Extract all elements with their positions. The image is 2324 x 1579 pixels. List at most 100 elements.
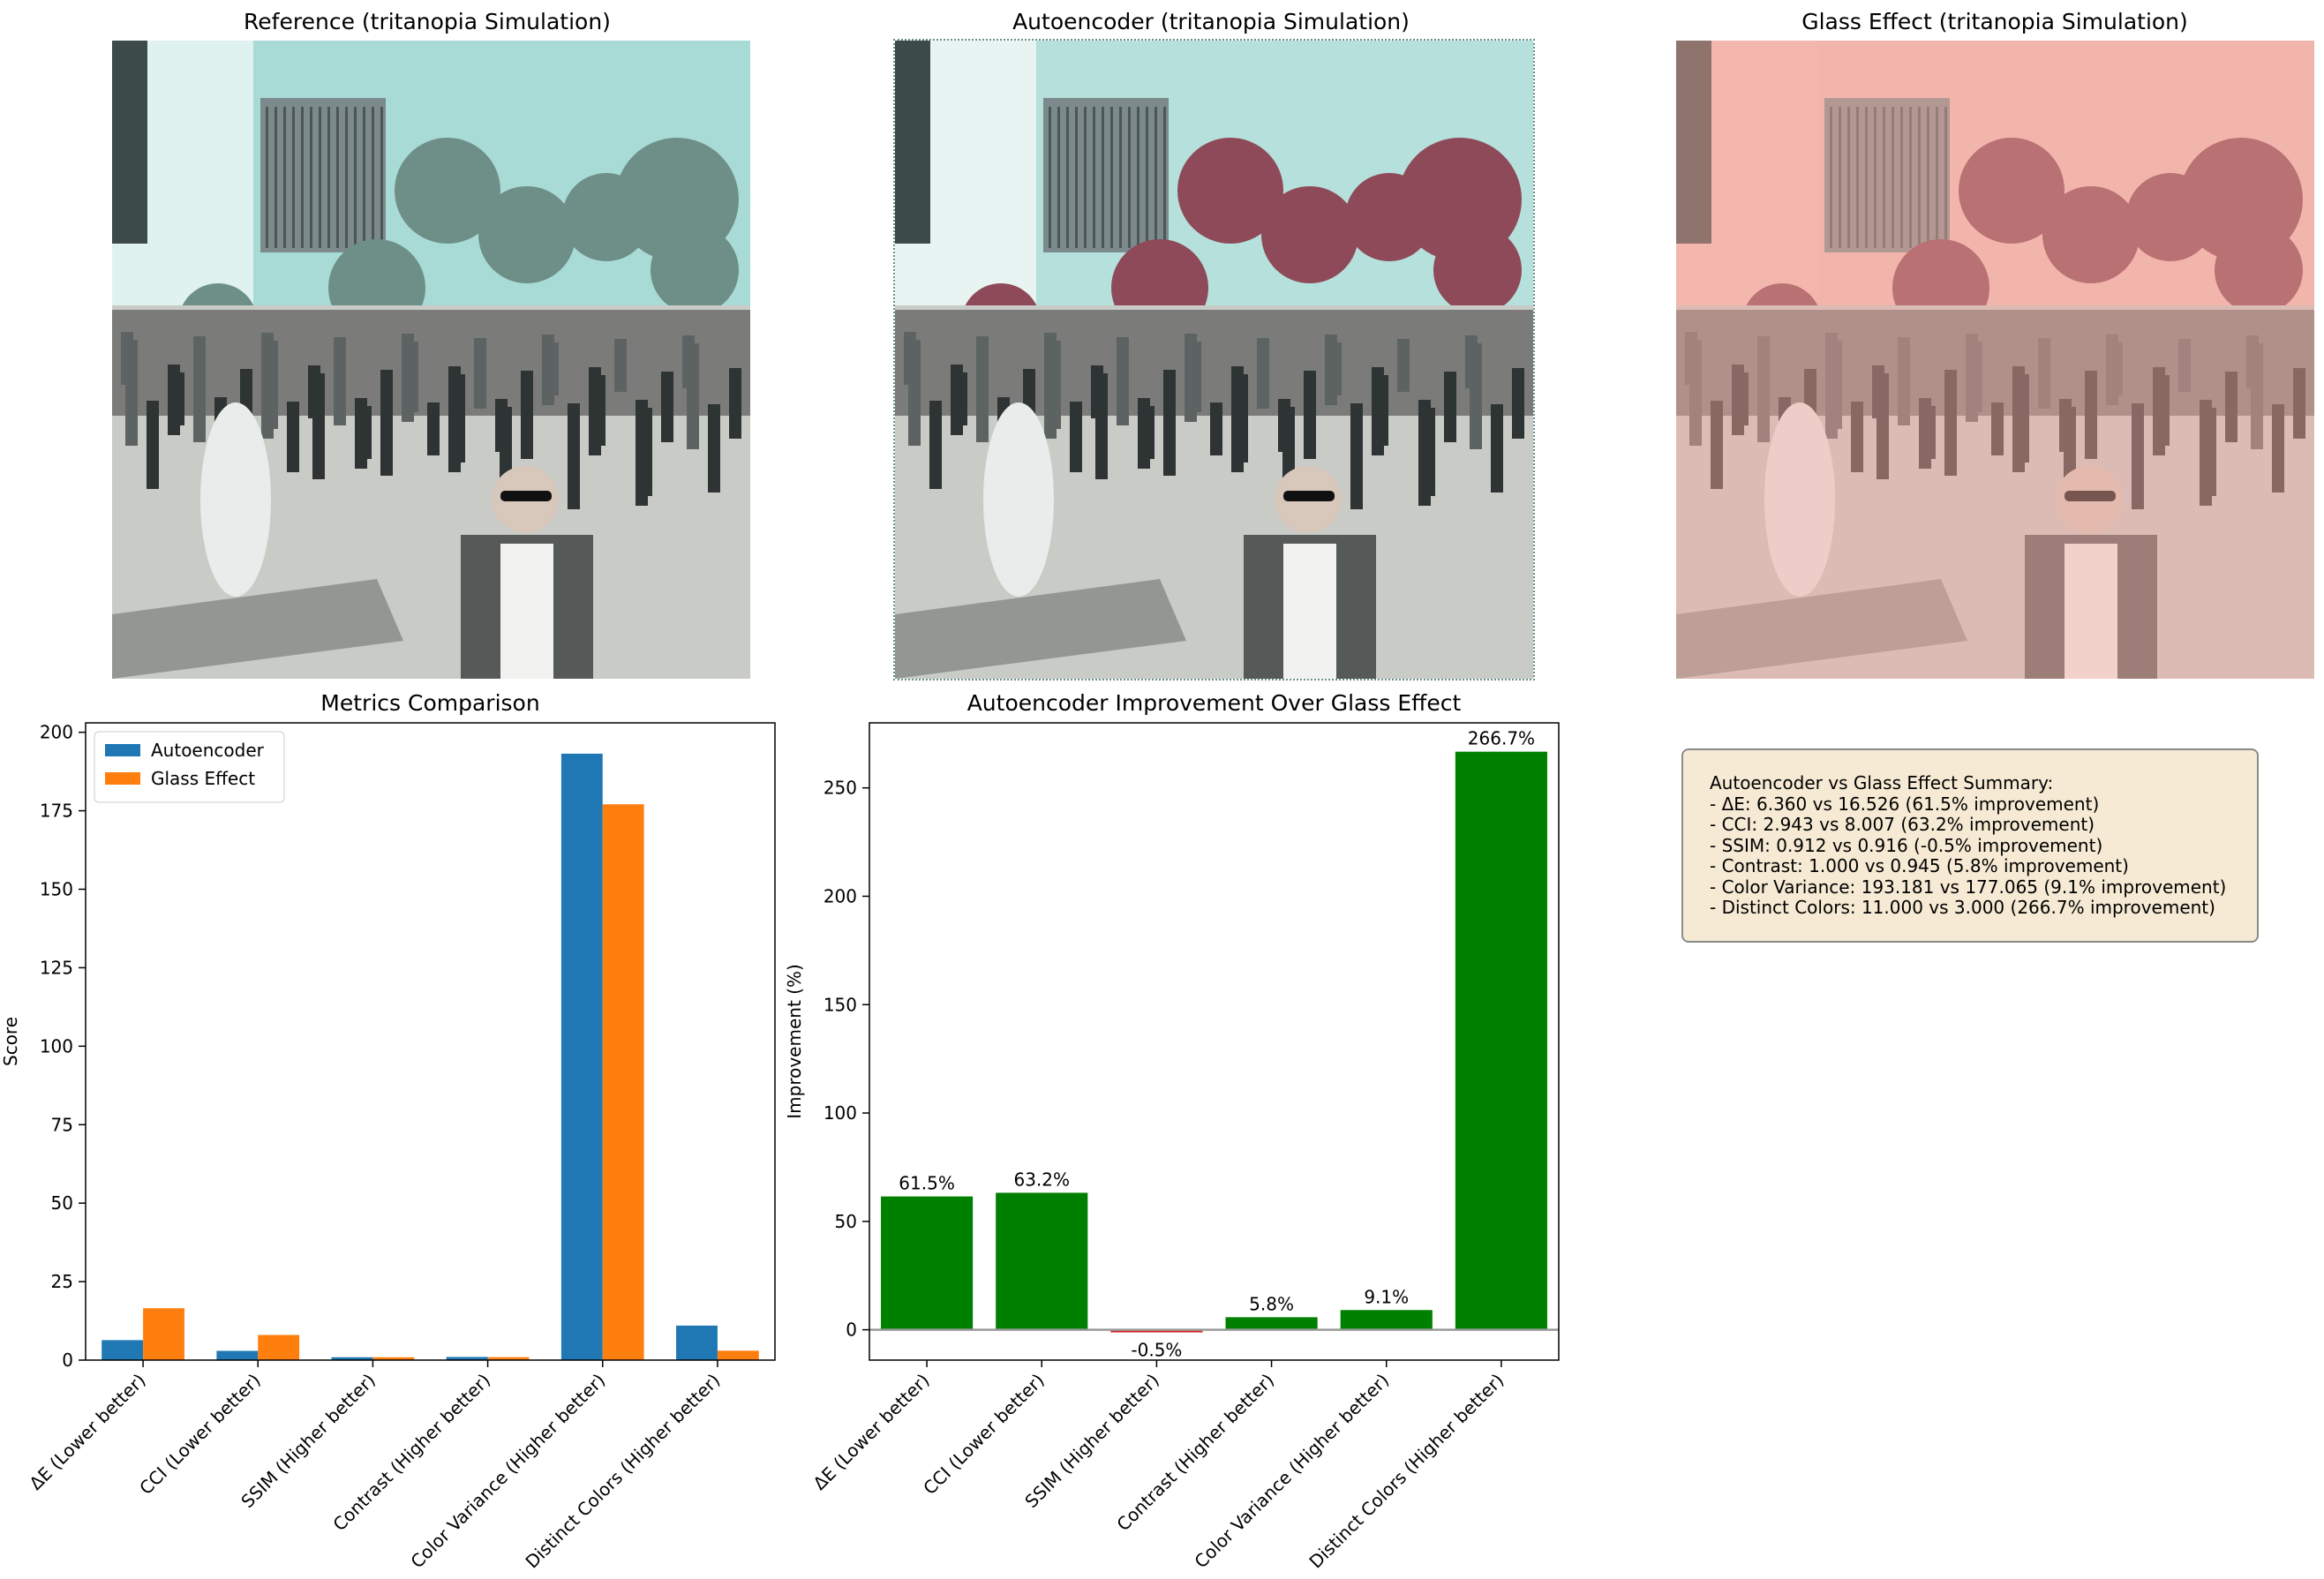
chart1-bar-glass-effect — [372, 1357, 415, 1360]
autoencoder-image — [893, 39, 1535, 680]
building-window-column — [275, 107, 277, 248]
building-window-column — [380, 107, 383, 248]
tree — [1433, 226, 1522, 314]
sunglasses — [1283, 491, 1335, 501]
person — [976, 336, 989, 442]
person — [1689, 340, 1702, 446]
person — [1970, 342, 1982, 412]
chart1-bar-glass-effect — [717, 1350, 759, 1360]
chart2-data-label: 5.8% — [1249, 1293, 1294, 1314]
building-window-column — [1146, 107, 1148, 248]
chart1-bar-glass-effect — [143, 1308, 184, 1360]
person — [1163, 370, 1176, 476]
person — [2085, 371, 2097, 459]
shadow — [895, 579, 1186, 679]
chart1-bar-autoencoder — [560, 753, 603, 1360]
person — [1491, 404, 1503, 492]
person — [661, 372, 673, 442]
chart2-frame — [869, 722, 1560, 1361]
building-window-column — [1075, 107, 1078, 248]
panel-title-reference: Reference (tritanopia Simulation) — [244, 9, 611, 34]
building-window-column — [354, 107, 357, 248]
building-window-column — [1128, 107, 1131, 248]
person — [729, 368, 741, 439]
person — [1070, 402, 1082, 472]
person — [2272, 404, 2284, 492]
chart1-bar-glass-effect — [258, 1335, 300, 1360]
building-window-column — [1909, 107, 1912, 248]
improvement-chart: Autoencoder Improvement Over Glass Effec… — [784, 690, 1560, 1573]
summary-line: - Contrast: 1.000 vs 0.945 (5.8% improve… — [1710, 855, 2129, 876]
person — [359, 406, 372, 459]
tree — [478, 186, 575, 283]
person — [1397, 339, 1410, 392]
chart2-ytick-label: 250 — [824, 778, 857, 799]
building-window-column — [1830, 107, 1832, 248]
building-window-column — [363, 107, 365, 248]
person — [1423, 408, 1435, 496]
chart1-bar-autoencoder — [102, 1340, 144, 1360]
person — [1851, 402, 1863, 472]
person — [2251, 343, 2263, 449]
chart1-ytick-label: 50 — [51, 1192, 73, 1214]
chart2-xtick-label: ΔE (Lower better) — [809, 1370, 933, 1494]
chart2-ytick-label: 200 — [824, 885, 857, 906]
person — [1350, 403, 1363, 509]
person — [2132, 403, 2144, 509]
chart1-ytick-label: 25 — [51, 1271, 73, 1292]
building-window-column — [1839, 107, 1841, 248]
person — [1991, 402, 2004, 455]
person — [2157, 375, 2170, 446]
chart2-bar — [1455, 751, 1547, 1330]
chart2-data-label: 63.2% — [1013, 1169, 1070, 1190]
building-window-column — [1110, 107, 1113, 248]
chart2-data-label: 61.5% — [899, 1173, 955, 1194]
building-window-column — [1874, 107, 1876, 248]
chart1-bar-autoencoder — [446, 1357, 488, 1360]
chart1-ytick-label: 0 — [62, 1350, 73, 1371]
metrics-comparison-chart: Metrics Comparison 0 25 50 75 100 125 150 175 200… — [0, 690, 776, 1573]
chart2-bar — [1340, 1310, 1433, 1330]
chart1-legend-swatch — [105, 744, 140, 756]
shadow — [1676, 579, 1967, 679]
building-window-column — [1049, 107, 1051, 248]
building-window-column — [1918, 107, 1921, 248]
person — [1189, 342, 1201, 412]
chart2-bar — [1225, 1317, 1318, 1330]
chart2-bar — [881, 1196, 974, 1330]
tower-pillar — [112, 41, 147, 244]
summary-line: - CCI: 2.943 vs 8.007 (63.2% improvement… — [1710, 814, 2095, 835]
chart2-xtick-label: CCI (Lower better) — [919, 1370, 1049, 1500]
chart1-ytick-label: 175 — [40, 801, 73, 822]
tree — [2215, 226, 2303, 314]
person — [1376, 375, 1388, 446]
person — [2178, 339, 2191, 392]
building-window-column — [266, 107, 268, 248]
person — [640, 408, 652, 496]
person — [521, 371, 533, 459]
tint-overlay — [1676, 41, 2314, 679]
person — [1142, 406, 1154, 459]
tree — [2042, 186, 2140, 283]
person — [147, 401, 159, 489]
person — [193, 336, 206, 442]
building-window-column — [1944, 107, 1947, 248]
person — [1830, 341, 1842, 429]
chart1-ytick-label: 75 — [51, 1114, 73, 1135]
building-window-column — [1163, 107, 1166, 248]
person — [427, 402, 440, 455]
tree — [1261, 186, 1358, 283]
chart2-ytick-label: 50 — [835, 1211, 857, 1232]
chart1-ytick-label: 150 — [40, 879, 73, 900]
chart1-bar-autoencoder — [216, 1350, 259, 1360]
person — [908, 340, 921, 446]
building-window-column — [372, 107, 374, 248]
building-window-column — [1119, 107, 1122, 248]
summary-line: - ΔE: 6.360 vs 16.526 (61.5% improvement… — [1710, 793, 2100, 815]
building-window-column — [1892, 107, 1894, 248]
woman-shirt — [1283, 544, 1336, 679]
woman-shirt — [2065, 544, 2117, 679]
chart1-legend-label: Glass Effect — [151, 768, 255, 789]
person — [568, 403, 580, 509]
building-window-column — [1927, 107, 1929, 248]
